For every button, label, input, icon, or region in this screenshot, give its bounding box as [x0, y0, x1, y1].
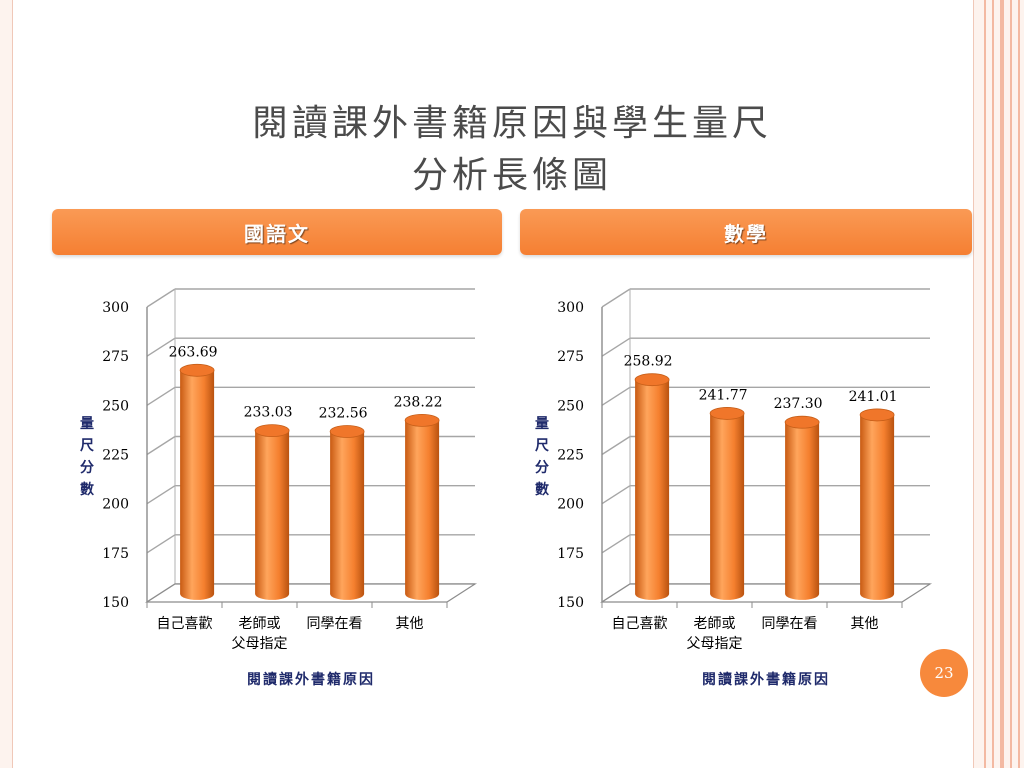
chinese-bar-chart: 300 275 250 225 200 175 150 263.69 233.03 232.56 2…	[80, 288, 478, 688]
data-label: 241.77	[699, 387, 748, 403]
bar	[405, 420, 440, 600]
category-label: 自己喜歡	[612, 616, 668, 632]
x-axis-title: 閱讀課外書籍原因	[702, 671, 830, 688]
data-label: 232.56	[319, 406, 368, 422]
bar	[785, 422, 820, 600]
data-label: 233.03	[244, 405, 293, 421]
page-number: 23	[934, 664, 954, 682]
data-label: 263.69	[169, 344, 218, 360]
y-tick-label: 200	[102, 497, 129, 513]
bar	[180, 370, 215, 600]
math-header-label: 數學	[724, 221, 768, 246]
gridline-side	[146, 386, 176, 406]
gridline-side	[146, 337, 176, 357]
gridline-side	[601, 534, 631, 554]
gridline-side	[146, 485, 176, 505]
slide-title-line2: 分析長條圖	[411, 155, 612, 196]
page-number-badge: 23	[920, 649, 968, 697]
category-label: 其他	[851, 616, 879, 632]
gridline-side	[601, 386, 631, 406]
decor-stripe	[1010, 0, 1012, 768]
y-tick-label: 275	[557, 349, 584, 365]
bar-top	[784, 415, 820, 429]
bar-top	[179, 363, 215, 377]
decor-stripe	[984, 0, 986, 768]
category-label: 自己喜歡	[157, 616, 213, 632]
category-label: 其他	[396, 616, 424, 632]
bar	[635, 379, 670, 600]
chinese-header-label: 國語文	[244, 221, 310, 246]
category-label: 父母指定	[687, 636, 743, 652]
gridline-side	[601, 435, 631, 456]
chart-floor	[144, 583, 478, 603]
data-label: 241.01	[849, 389, 898, 405]
bar-top	[709, 407, 745, 420]
bar-top	[404, 414, 440, 427]
data-label: 238.22	[394, 394, 443, 410]
bar-top	[859, 408, 895, 422]
math-header-bar: 數學	[520, 209, 972, 255]
bar-top	[329, 425, 365, 438]
category-label: 老師或	[694, 616, 736, 632]
y-tick-label: 300	[102, 300, 129, 316]
category-label: 老師或	[239, 616, 281, 632]
category-label: 同學在看	[762, 616, 818, 632]
data-label: 237.30	[774, 396, 823, 412]
decor-stripe	[1018, 0, 1020, 768]
data-label: 258.92	[624, 354, 673, 370]
y-axis-title-char: 量	[535, 416, 549, 432]
y-axis-title-char: 尺	[535, 438, 549, 454]
y-axis-title-char: 數	[80, 481, 94, 498]
math-bar-chart: 300 275 250 225 200 175 150 258.92 241.77 237.30 2…	[535, 288, 933, 688]
x-axis-title: 閱讀課外書籍原因	[247, 671, 375, 688]
gridline-side	[146, 534, 176, 554]
bar	[255, 430, 290, 600]
y-tick-label: 250	[102, 398, 129, 414]
gridline-side	[146, 435, 176, 456]
bar	[710, 413, 745, 600]
gridline-side	[601, 485, 631, 505]
gridline-side	[601, 337, 631, 357]
bar	[860, 414, 895, 600]
chart-floor	[599, 583, 933, 603]
y-axis-title-char: 量	[80, 416, 94, 432]
slide-title-line1: 閱讀課外書籍原因與學生量尺	[251, 103, 772, 144]
y-tick-label: 175	[557, 546, 584, 562]
y-axis-title-char: 尺	[80, 438, 94, 454]
y-tick-label: 150	[102, 595, 129, 611]
y-tick-label: 175	[102, 546, 129, 562]
y-axis-title-char: 數	[535, 481, 549, 498]
chinese-header-bar: 國語文	[52, 209, 502, 255]
y-tick-label: 250	[557, 398, 584, 414]
y-axis-title-char: 分	[80, 460, 94, 476]
bar-top	[634, 373, 670, 387]
category-label: 父母指定	[232, 636, 288, 652]
bar-top	[254, 424, 290, 438]
y-tick-label: 300	[557, 300, 584, 316]
gridline-side	[601, 288, 631, 308]
slide-title: 閱讀課外書籍原因與學生量尺 分析長條圖	[150, 98, 874, 202]
bar	[330, 431, 365, 600]
decor-stripe	[992, 0, 994, 768]
y-tick-label: 225	[102, 448, 129, 464]
gridline-side	[146, 288, 176, 308]
y-tick-label: 275	[102, 349, 129, 365]
y-tick-label: 225	[557, 448, 584, 464]
y-tick-label: 150	[557, 595, 584, 611]
category-label: 同學在看	[307, 616, 363, 632]
decor-stripe	[1000, 0, 1004, 768]
y-tick-label: 200	[557, 497, 584, 513]
y-axis-title-char: 分	[535, 460, 549, 476]
slide-frame	[12, 0, 974, 768]
